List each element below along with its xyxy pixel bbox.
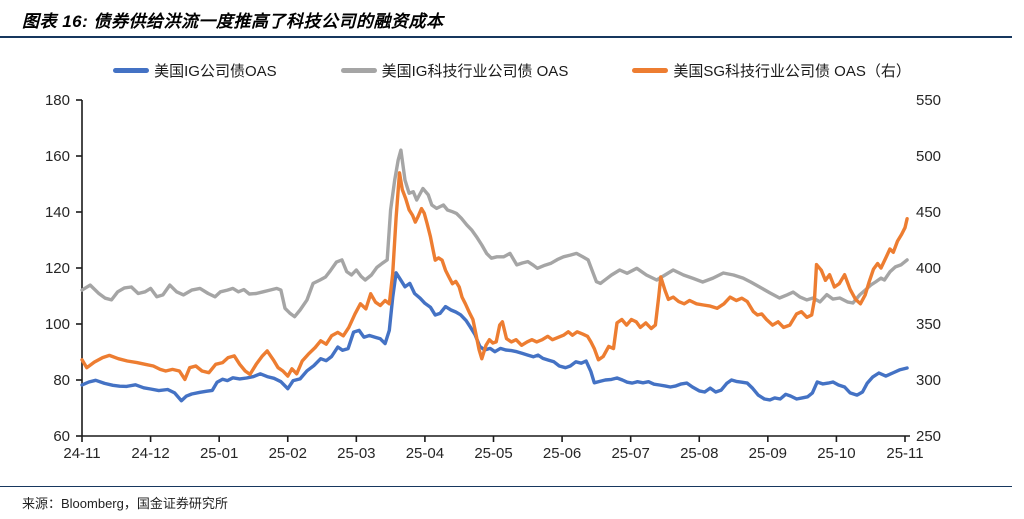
legend-item-ig-tech: 美国IG科技行业公司债 OAS <box>340 60 569 81</box>
legend-item-sg-tech: 美国SG科技行业公司债 OAS（右） <box>632 60 911 81</box>
y-right-tick-label: 250 <box>916 428 941 445</box>
title-divider <box>0 36 1012 38</box>
footer-divider <box>0 486 1012 487</box>
y-right-tick-label: 300 <box>916 372 941 389</box>
y-right-tick-label: 400 <box>916 260 941 277</box>
series-line-2 <box>80 171 909 382</box>
y-left-tick-label: 140 <box>45 204 70 221</box>
y-left-tick-label: 80 <box>53 372 70 389</box>
x-tick-label: 25-10 <box>817 445 855 462</box>
x-tick-label: 25-04 <box>406 445 444 462</box>
x-tick-label: 25-06 <box>543 445 581 462</box>
x-tick-label: 25-01 <box>200 445 238 462</box>
y-right-tick-label: 350 <box>916 316 941 333</box>
y-right-tick-label: 500 <box>916 148 941 165</box>
x-tick-label: 24-11 <box>63 445 100 462</box>
x-tick-label: 24-12 <box>131 445 169 462</box>
legend-line-swatch-blue <box>113 68 150 73</box>
series-line-0 <box>80 271 909 403</box>
series-line-1 <box>80 148 909 319</box>
legend-item-ig-corp: 美国IG公司债OAS <box>113 60 277 81</box>
legend-label: 美国SG科技行业公司债 OAS（右） <box>673 63 911 80</box>
x-tick-label: 25-11 <box>886 445 923 462</box>
legend-line-swatch-orange <box>632 68 669 73</box>
x-tick-label: 25-02 <box>269 445 307 462</box>
x-tick-label: 25-08 <box>680 445 718 462</box>
chart-legend: 美国IG公司债OAS 美国IG科技行业公司债 OAS 美国SG科技行业公司债 O… <box>0 60 1024 81</box>
legend-label: 美国IG科技行业公司债 OAS <box>381 63 569 80</box>
figure-title: 图表 16: 债券供给洪流一度推高了科技公司的融资成本 <box>22 12 444 31</box>
x-tick-label: 25-05 <box>474 445 512 462</box>
y-right-tick-label: 550 <box>916 92 941 109</box>
y-left-tick-label: 160 <box>45 148 70 165</box>
y-left-tick-label: 60 <box>53 428 70 445</box>
legend-label: 美国IG公司债OAS <box>154 63 277 80</box>
x-tick-label: 25-07 <box>611 445 649 462</box>
legend-line-swatch-gray <box>340 68 377 73</box>
y-left-tick-label: 180 <box>45 92 70 109</box>
y-left-tick-label: 120 <box>45 260 70 277</box>
y-left-tick-label: 100 <box>45 316 70 333</box>
x-tick-label: 25-03 <box>337 445 375 462</box>
y-right-tick-label: 450 <box>916 204 941 221</box>
source-note: 来源：Bloomberg，国金证券研究所 <box>22 496 228 511</box>
x-tick-label: 25-09 <box>749 445 787 462</box>
